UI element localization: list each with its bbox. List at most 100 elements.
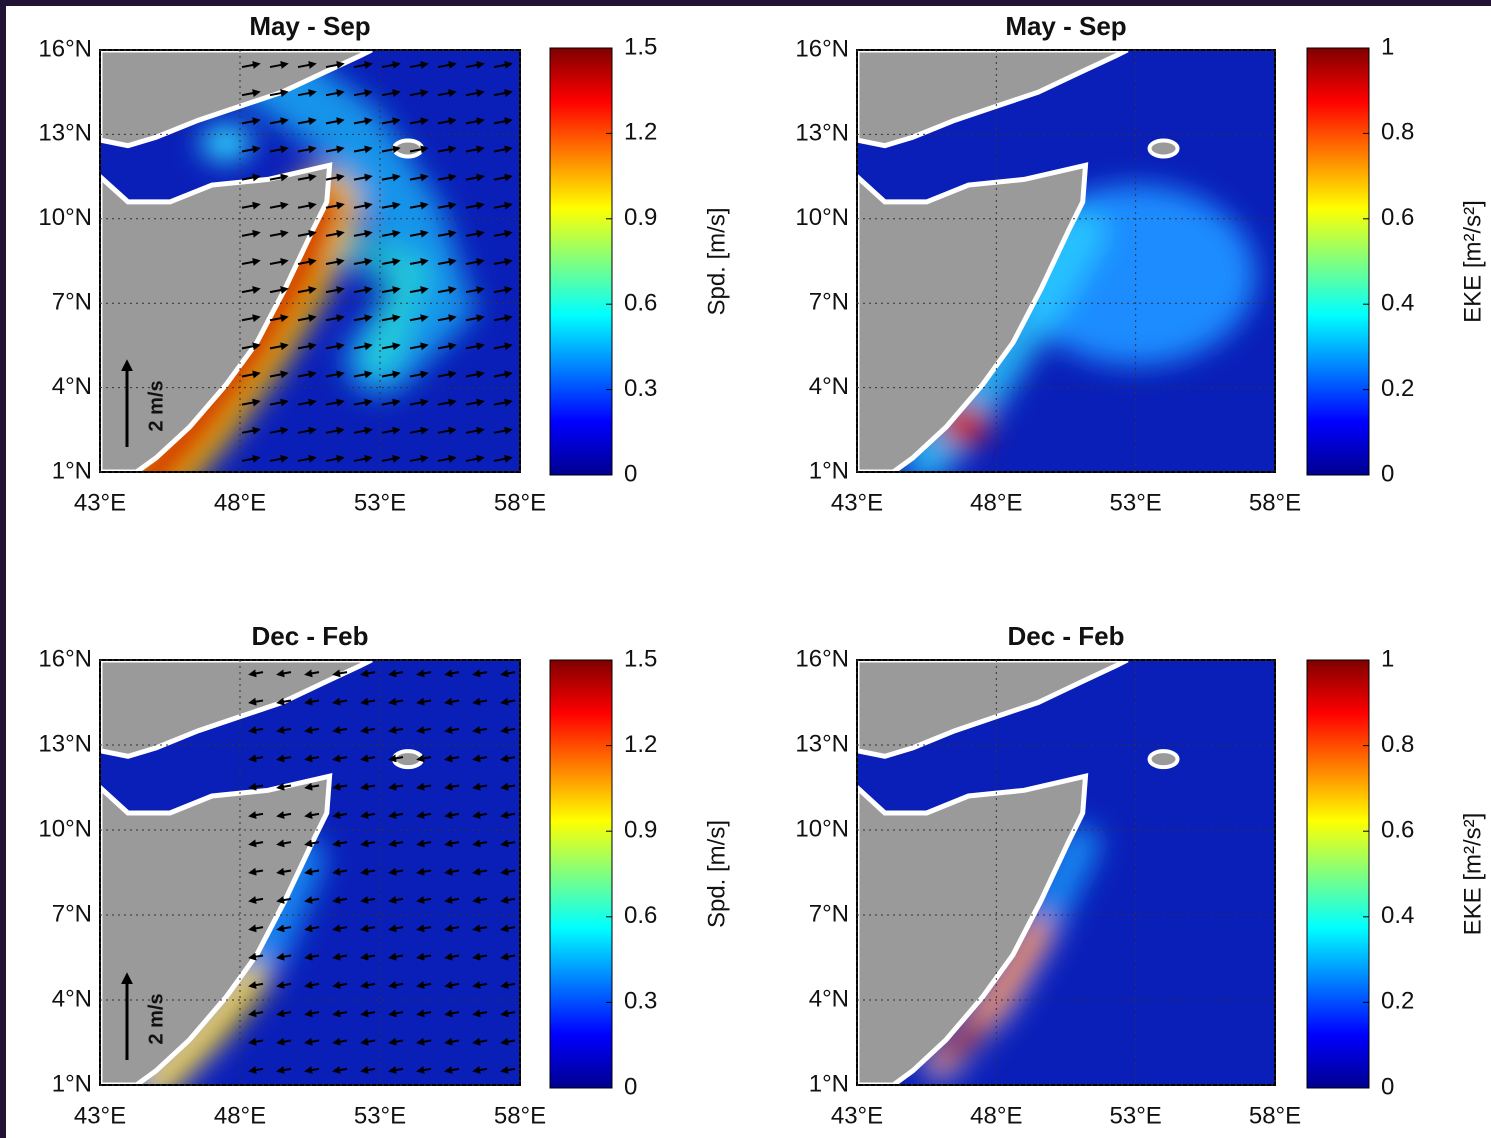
arrow (269, 342, 289, 351)
arrow (304, 811, 320, 819)
arrow (241, 370, 261, 379)
arrow (437, 454, 457, 463)
arrow (388, 839, 404, 848)
arrow (472, 669, 488, 678)
arrow (353, 370, 373, 379)
y-tick-label: 13°N (795, 730, 849, 757)
arrow (297, 229, 317, 238)
arrow (472, 924, 488, 933)
colorbar-tick-label: 1.5 (624, 33, 657, 60)
arrow (332, 952, 348, 961)
arrow (248, 697, 264, 706)
arrow (248, 1009, 264, 1018)
field (100, 50, 520, 472)
arrow (472, 839, 488, 848)
land (100, 162, 333, 472)
arrow (500, 1066, 516, 1074)
arrow (388, 697, 404, 706)
arrow (297, 314, 317, 323)
arrow (325, 398, 345, 407)
arrow (444, 924, 460, 933)
arrow (416, 952, 432, 961)
arrow (416, 697, 432, 706)
arrow (472, 811, 488, 819)
arrow (353, 454, 373, 463)
arrow (248, 952, 264, 961)
arrow (297, 61, 317, 69)
arrow (325, 314, 345, 323)
y-tick-label: 16°N (38, 35, 92, 62)
arrow (444, 782, 460, 791)
arrow (269, 398, 289, 407)
arrow (500, 896, 516, 904)
arrow (304, 754, 320, 763)
arrow (304, 782, 320, 791)
y-tick-label: 4°N (52, 985, 92, 1012)
colorbar (1306, 47, 1370, 476)
arrow (444, 867, 460, 876)
arrow (500, 1037, 516, 1046)
arrow (388, 981, 404, 989)
arrow (332, 1037, 348, 1046)
arrow (381, 314, 401, 323)
arrow (388, 896, 404, 904)
arrow (465, 426, 485, 435)
arrow (325, 342, 345, 351)
colorbar-tick-label: 0.8 (1381, 731, 1414, 758)
arrow (381, 61, 401, 69)
colorbar-tick-label: 0.6 (624, 290, 657, 317)
arrow (248, 754, 264, 763)
arrow (409, 89, 429, 98)
y-tick-label: 10°N (38, 815, 92, 842)
arrow (381, 229, 401, 238)
arrow (325, 173, 345, 182)
arrow (416, 669, 432, 678)
arrow (325, 145, 345, 154)
arrow (437, 201, 457, 210)
arrow (388, 867, 404, 876)
y-tick-label: 1°N (809, 1070, 849, 1097)
arrow (353, 89, 373, 98)
arrow (297, 173, 317, 182)
arrow (409, 229, 429, 238)
arrow (332, 1009, 348, 1018)
y-tick-label: 4°N (809, 985, 849, 1012)
arrow (472, 867, 488, 876)
arrow (444, 726, 460, 734)
arrow (353, 426, 373, 435)
arrow (297, 398, 317, 407)
arrow (465, 229, 485, 238)
arrow (360, 839, 376, 848)
land (857, 660, 1129, 759)
arrow (304, 867, 320, 876)
arrow (444, 1037, 460, 1046)
arrow (360, 924, 376, 933)
arrow (360, 1037, 376, 1046)
arrow (388, 952, 404, 961)
x-tick-label: 53°E (1110, 489, 1162, 516)
arrow (472, 1066, 488, 1074)
arrow (360, 952, 376, 961)
arrow (444, 697, 460, 706)
arrow (493, 398, 513, 407)
arrow (353, 286, 373, 294)
colorbar-tick-label: 0 (624, 1073, 637, 1100)
y-tick-label: 10°N (795, 815, 849, 842)
arrow (325, 89, 345, 98)
panel-title: May - Sep (249, 11, 370, 41)
arrow (304, 1037, 320, 1046)
x-tick-label: 53°E (354, 1102, 406, 1129)
arrow (465, 173, 485, 182)
arrow (276, 981, 292, 989)
arrow (360, 1009, 376, 1018)
colorbar-tick-label: 0.6 (624, 902, 657, 929)
arrow (500, 952, 516, 961)
arrow (472, 1009, 488, 1018)
arrow (276, 1009, 292, 1018)
arrow (388, 726, 404, 734)
arrow (500, 782, 516, 791)
arrow (304, 1009, 320, 1018)
arrow (500, 981, 516, 989)
arrow (437, 398, 457, 407)
